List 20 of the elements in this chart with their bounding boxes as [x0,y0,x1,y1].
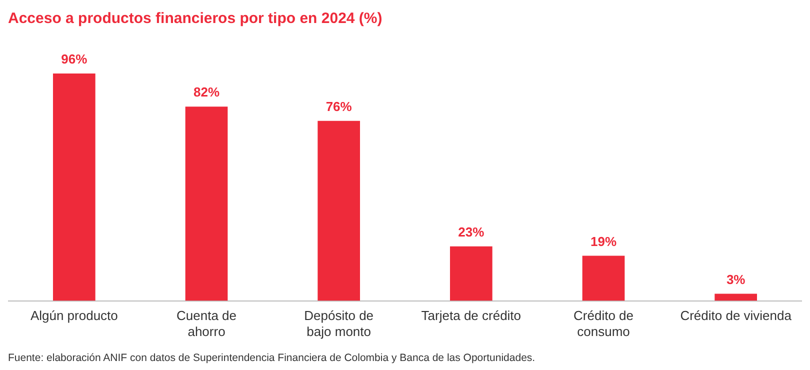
source-note: Fuente: elaboración ANIF con datos de Superintendencia Financiera de Colombia y Banca de las Oportunidades. [8,352,536,364]
bar [714,294,758,301]
data-label: 3% [726,272,746,287]
bar [450,246,492,301]
x-tick-label: Tarjeta de crédito [421,308,522,324]
x-tick-label: Cuenta de ahorro [176,308,236,339]
x-tick-label: Depósito de bajo monto [304,308,374,339]
data-label: 76% [326,98,352,114]
bar [582,256,625,301]
x-tick-label: Crédito de consumo [574,308,634,339]
bar [185,106,228,301]
bar [318,120,360,301]
data-label: 19% [590,234,617,249]
data-label: 82% [193,84,220,100]
data-label: 23% [458,224,485,240]
x-tick-label: Crédito de vivienda [680,308,792,324]
x-tick-label: Algún producto [30,308,118,324]
data-label: 96% [61,52,88,67]
chart-title: Acceso a productos financieros por tipo en 2024 (%) [8,10,382,28]
bar [52,73,96,301]
